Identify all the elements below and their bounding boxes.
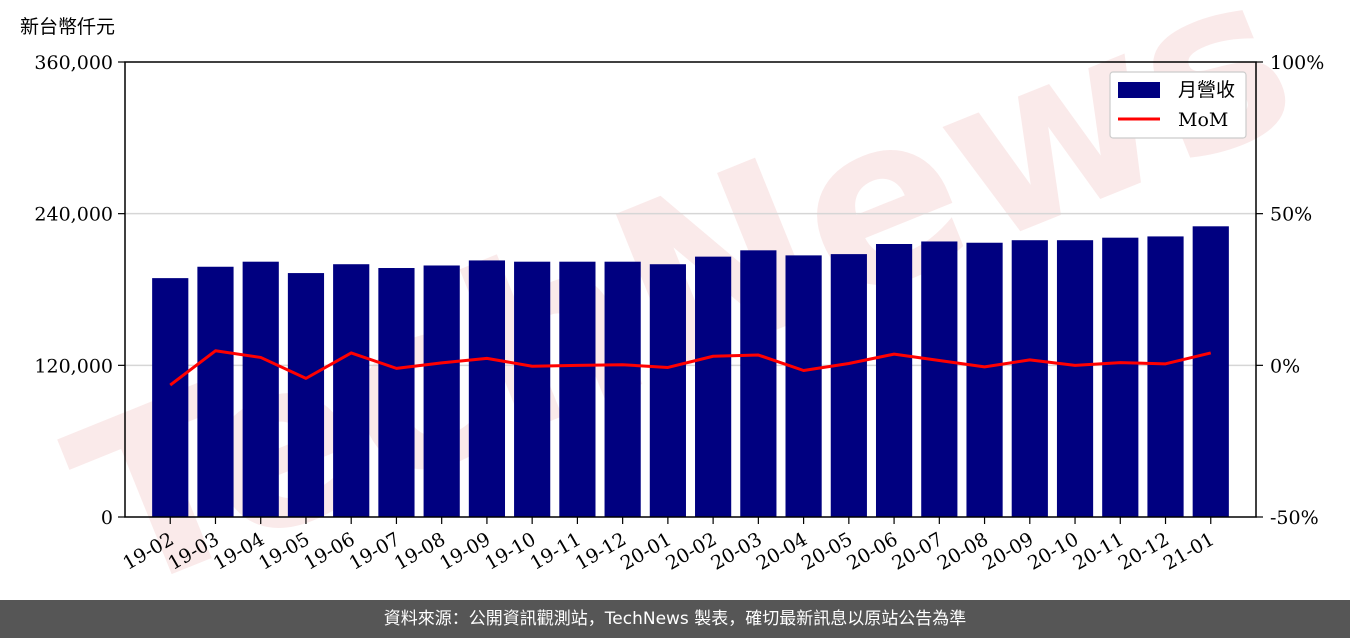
x-tick-label: 20-09 [979, 528, 1037, 574]
y-right-tick-label: 100% [1270, 52, 1324, 74]
bar [695, 256, 732, 517]
legend-label-mom: MoM [1178, 109, 1228, 131]
bar [604, 261, 641, 517]
bar [921, 241, 958, 517]
y-left-tick-label: 240,000 [34, 204, 113, 226]
bar [1192, 226, 1229, 518]
y-right-tick-label: 0% [1270, 355, 1300, 377]
unit-label: 新台幣仟元 [20, 16, 115, 38]
x-tick-label: 20-03 [707, 528, 765, 574]
bar [740, 250, 777, 517]
x-tick-label: 20-07 [888, 528, 946, 574]
y-left-tick-label: 0 [101, 507, 113, 529]
x-tick-label: 20-11 [1069, 528, 1127, 574]
bar [378, 268, 415, 517]
legend: 月營收 MoM [1109, 71, 1247, 139]
y-right-tick-label: 50% [1270, 204, 1312, 226]
bar [875, 244, 913, 517]
y-left-tick-label: 360,000 [34, 52, 113, 74]
x-tick-label: 20-01 [617, 528, 675, 574]
y-axis-right: -50% 0% 50% 100% [1256, 52, 1324, 529]
x-tick-label: 19-10 [481, 528, 539, 574]
x-tick-label: 20-04 [753, 528, 811, 574]
x-tick-label: 20-06 [843, 528, 901, 574]
bar-series [152, 226, 1229, 518]
bar [287, 273, 325, 517]
mom-series [169, 349, 1212, 387]
bar [242, 261, 279, 517]
y-left-tick-label: 120,000 [34, 355, 113, 377]
bar [1056, 240, 1094, 518]
bar [423, 265, 460, 517]
bar [1011, 240, 1048, 518]
x-tick-label: 19-11 [526, 528, 584, 574]
bar [152, 278, 189, 517]
bar [514, 261, 551, 517]
source-footer: 資料來源：公開資訊觀測站，TechNews 製表，確切最新訊息以原站公告為準 [0, 600, 1350, 638]
legend-swatch-revenue [1118, 82, 1160, 98]
y-axis-left: 0 120,000 240,000 360,000 [34, 52, 125, 529]
legend-label-revenue: 月營收 [1178, 79, 1235, 101]
x-tick-label: 21-01 [1160, 528, 1218, 574]
x-tick-label: 19-09 [436, 528, 494, 574]
bar [649, 264, 686, 517]
bar [830, 254, 867, 517]
x-tick-label: 20-08 [934, 528, 992, 574]
x-tick-label: 20-12 [1115, 528, 1173, 574]
x-tick-label: 20-10 [1024, 528, 1082, 574]
x-tick-label: 19-12 [572, 528, 630, 574]
bar [1102, 237, 1139, 518]
mom-line [169, 349, 1212, 387]
bar [966, 242, 1003, 517]
y-right-tick-label: -50% [1270, 507, 1319, 529]
bar [197, 266, 234, 517]
plot-frame [124, 61, 1257, 518]
bar [1147, 236, 1184, 517]
bar [785, 255, 822, 517]
x-tick-label: 20-02 [662, 528, 720, 574]
x-tick-label: 20-05 [798, 528, 856, 574]
bar [468, 260, 506, 517]
bar [333, 264, 370, 517]
bar [559, 261, 596, 517]
